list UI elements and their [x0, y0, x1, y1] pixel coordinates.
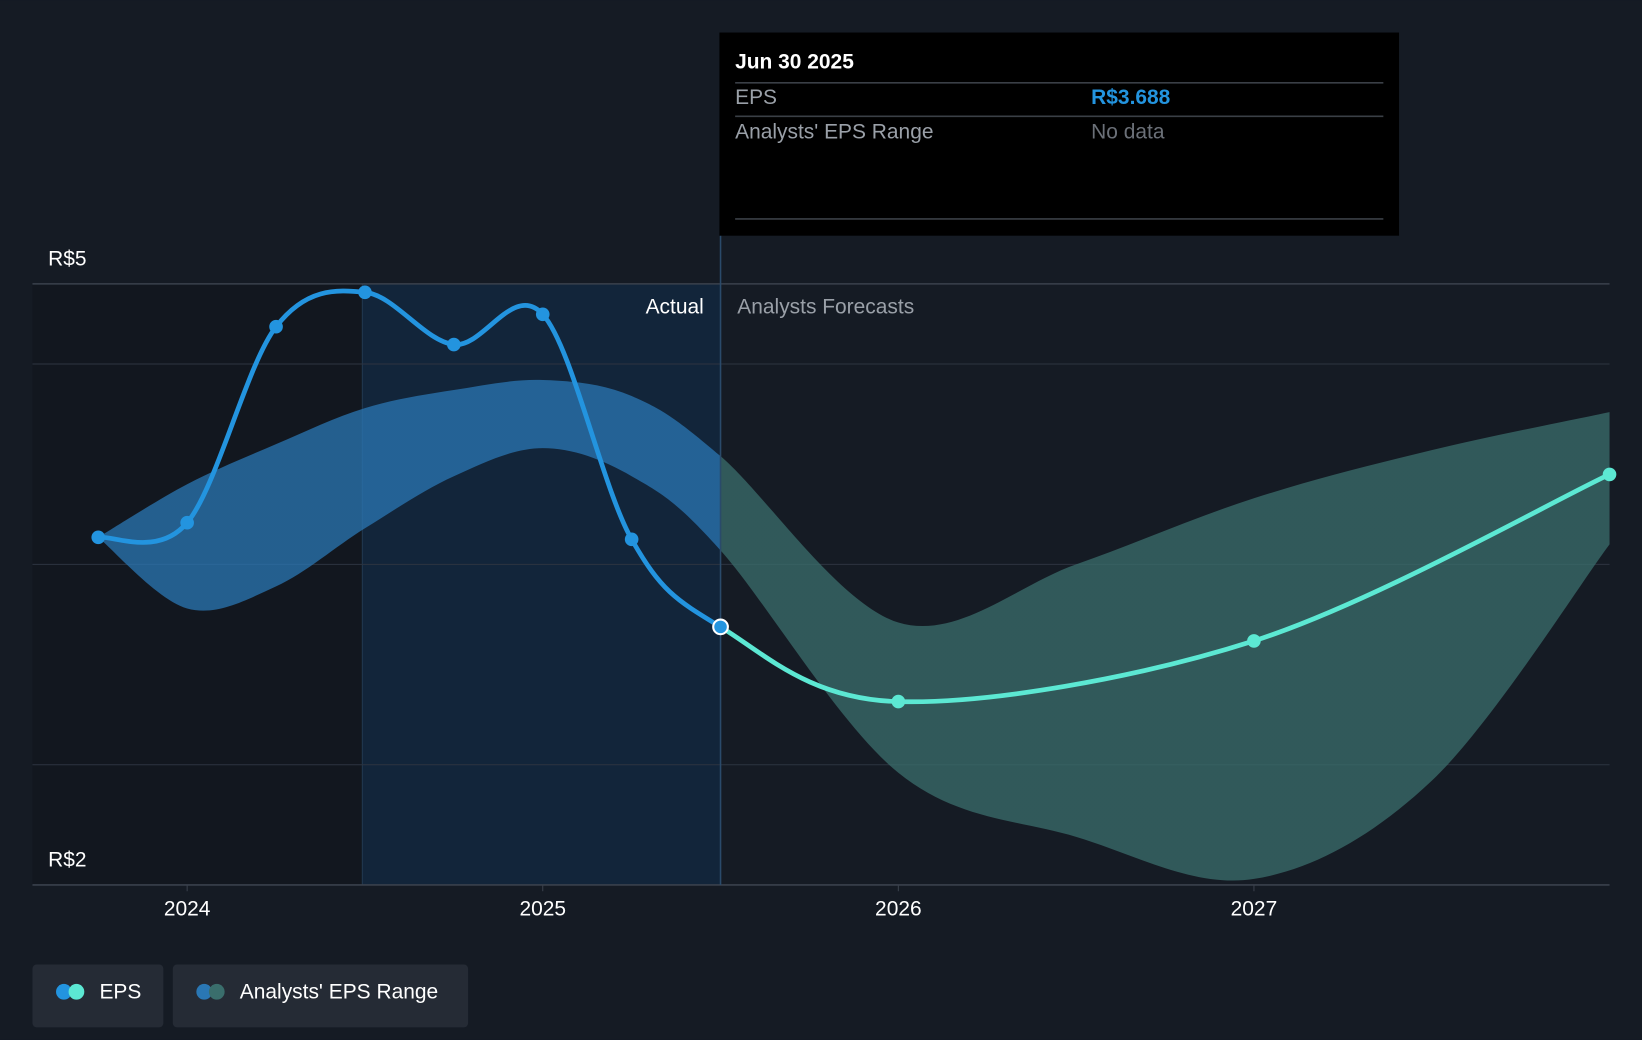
- eps-point: [1602, 467, 1617, 482]
- tooltip-box: [719, 32, 1400, 236]
- eps-point: [358, 285, 372, 300]
- legend-button[interactable]: [172, 964, 469, 1028]
- actual-shade: [362, 283, 721, 885]
- legend: EPS Analysts' EPS Range: [32, 964, 469, 1028]
- eps-point: [712, 618, 729, 636]
- x-tick-label: 2025: [519, 898, 566, 921]
- legend-swatch: [56, 983, 72, 1000]
- range-area: [98, 379, 1610, 881]
- tooltip-value: No data: [1091, 121, 1165, 144]
- x-tick-label: 2027: [1231, 898, 1278, 921]
- eps-point: [1247, 634, 1261, 648]
- eps-point: [91, 530, 106, 545]
- eps-point: [891, 694, 906, 709]
- plot-area: R$5 R$2 2024 2025 2026 2027 Actual Analysts For…: [32, 235, 1617, 921]
- legend-swatch: [196, 983, 213, 1000]
- y-tick-label: R$5: [48, 247, 86, 270]
- x-tick-label: 2024: [164, 898, 211, 921]
- legend-item[interactable]: EPS: [32, 964, 164, 1028]
- eps-point: [447, 337, 461, 352]
- eps-line: [95, 288, 1612, 705]
- legend-button[interactable]: [32, 964, 164, 1028]
- eps-point: [535, 307, 550, 322]
- legend-label[interactable]: EPS: [99, 980, 141, 1003]
- legend-item[interactable]: Analysts' EPS Range: [172, 964, 469, 1028]
- tooltip-label: EPS: [735, 86, 777, 109]
- legend-swatch: [208, 983, 225, 1000]
- tooltip-date: Jun 30 2025: [735, 50, 854, 73]
- section-label: Analysts Forecasts: [737, 295, 914, 318]
- section-label: Actual: [646, 295, 704, 318]
- legend-swatch: [68, 983, 85, 1000]
- y-tick-label: R$2: [48, 848, 86, 871]
- legend-label[interactable]: Analysts' EPS Range: [240, 980, 438, 1003]
- eps-point: [269, 319, 283, 334]
- x-tick-label: 2026: [875, 898, 922, 921]
- eps-point: [180, 515, 194, 530]
- eps-point: [624, 532, 639, 547]
- tooltip: Jun 30 2025 EPS R$3.688 Analysts' EPS Range…: [719, 32, 1400, 236]
- tooltip-label: Analysts' EPS Range: [735, 121, 933, 144]
- tooltip-value: R$3.688: [1091, 86, 1170, 109]
